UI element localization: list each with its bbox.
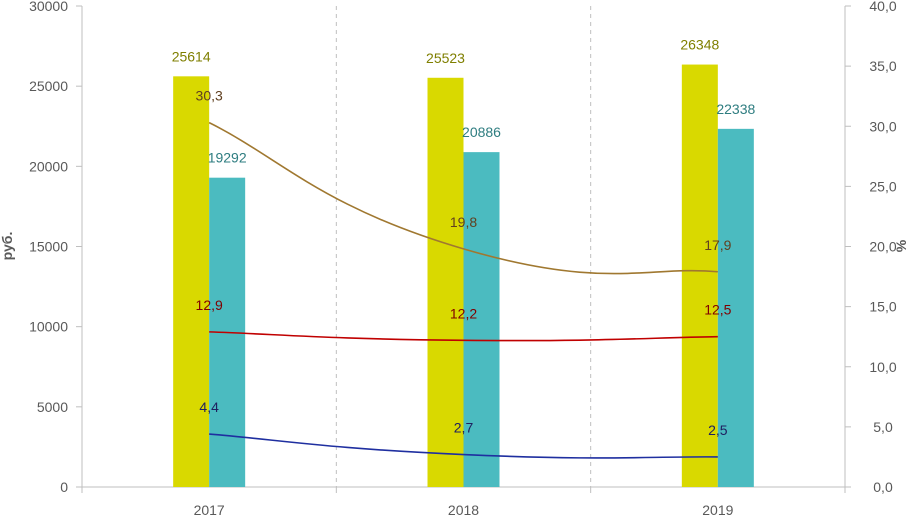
y-tick-label: 0 (60, 479, 68, 495)
y-tick-label: 20000 (29, 158, 68, 174)
y2-tick-label: 10,0 (869, 359, 896, 375)
series-line (209, 433, 718, 459)
x-tick-label: 2017 (194, 502, 225, 515)
bar-data-label: 19292 (208, 150, 247, 166)
line-data-label: 12,9 (196, 297, 223, 313)
bar-data-label: 26348 (680, 37, 719, 53)
y2-tick-label: 0,0 (873, 479, 893, 495)
y-tick-label: 30000 (29, 0, 68, 14)
bar (173, 76, 210, 487)
series-line (208, 121, 718, 275)
line-data-label: 12,5 (704, 302, 731, 318)
bar (681, 64, 718, 487)
y2-tick-label: 15,0 (869, 299, 896, 315)
line-data-label: 17,9 (704, 237, 731, 253)
y-tick-label: 5000 (37, 399, 68, 415)
line-data-label: 12,2 (450, 305, 477, 321)
y-tick-label: 15000 (29, 239, 68, 255)
grid-layer (335, 6, 592, 487)
series-line (209, 331, 718, 342)
y-tick-label: 25000 (29, 78, 68, 94)
line-data-label: 19,8 (450, 214, 477, 230)
y2-tick-label: 5,0 (873, 419, 893, 435)
y2-tick-label: 40,0 (869, 0, 896, 14)
line-data-label: 2,7 (454, 420, 474, 436)
line-data-label: 4,4 (199, 399, 219, 415)
y2-tick-label: 35,0 (869, 58, 896, 74)
y2-tick-label: 20,0 (869, 239, 896, 255)
y-tick-label: 10000 (29, 319, 68, 335)
bar-data-label: 20886 (462, 124, 501, 140)
ticks-layer: 0 5000 10000 15000 20000 25000 30000 0,0 5,0 10,0… (29, 0, 897, 515)
bars-layer (173, 64, 754, 487)
labels-layer: 25614 25523 26348 19292 20886 22338 30,3 19,8 17… (172, 37, 756, 438)
x-tick-label: 2018 (448, 502, 479, 515)
y-axis-title: руб. (0, 232, 15, 261)
bar-data-label: 22338 (716, 101, 755, 117)
lines-layer (208, 121, 718, 459)
y2-tick-label: 30,0 (869, 118, 896, 134)
line-data-label: 2,5 (708, 422, 728, 438)
line-data-label: 30,3 (196, 88, 223, 104)
y2-axis-title: % (893, 239, 909, 252)
y2-tick-label: 25,0 (869, 178, 896, 194)
bar (427, 77, 464, 487)
bar-data-label: 25523 (426, 50, 465, 66)
bar (717, 128, 754, 487)
bar-data-label: 25614 (172, 48, 211, 64)
bar (463, 152, 500, 487)
x-tick-label: 2019 (702, 502, 733, 515)
